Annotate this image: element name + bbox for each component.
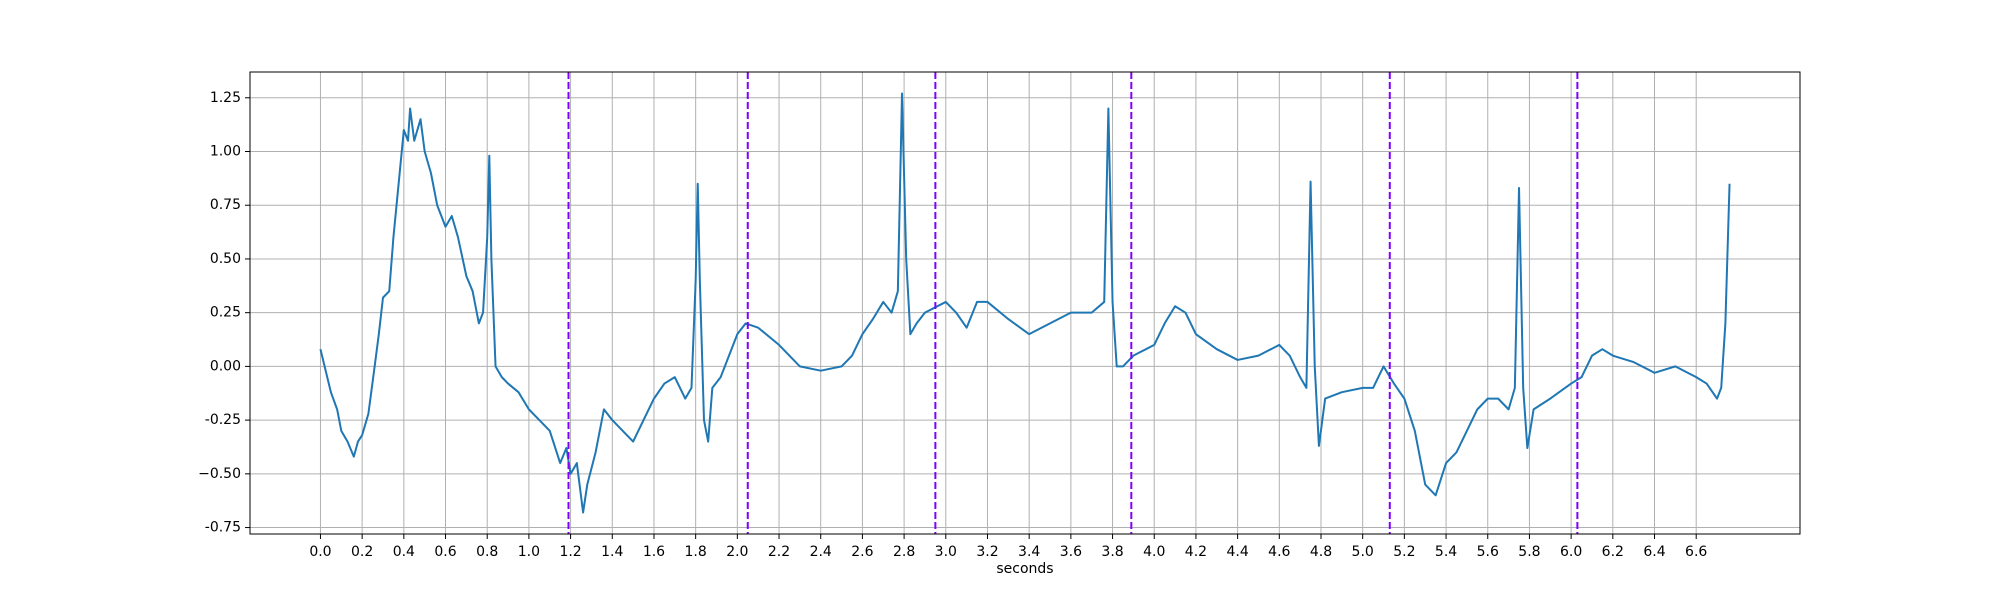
x-tick-label: 1.0	[518, 544, 540, 560]
x-tick-label: 4.4	[1226, 544, 1248, 560]
y-tick-label: 0.50	[210, 251, 241, 267]
y-tick-label: 1.25	[210, 90, 241, 106]
y-tick-label: −0.50	[198, 466, 241, 482]
x-tick-label: 3.8	[1101, 544, 1123, 560]
x-axis-label: seconds	[996, 561, 1053, 577]
y-tick-label: -0.75	[205, 520, 241, 536]
x-tick-label: 6.4	[1643, 544, 1665, 560]
plot-frame	[249, 71, 1801, 535]
x-tick-label: 1.4	[601, 544, 623, 560]
y-tick-label: -0.25	[205, 412, 241, 428]
x-tick-label: 3.0	[935, 544, 957, 560]
x-tick-label: 5.0	[1352, 544, 1374, 560]
x-tick-label: 4.2	[1185, 544, 1207, 560]
x-tick-label: 5.8	[1518, 544, 1540, 560]
x-tick-label: 6.6	[1685, 544, 1707, 560]
x-tick-label: 2.2	[768, 544, 790, 560]
y-tick-label: 0.75	[210, 197, 241, 213]
y-tick-label: 0.00	[210, 358, 241, 374]
x-tick-label: 4.0	[1143, 544, 1165, 560]
x-tick-label: 3.4	[1018, 544, 1040, 560]
x-tick-label: 0.2	[351, 544, 373, 560]
x-tick-label: 2.4	[810, 544, 832, 560]
x-tick-label: 1.6	[643, 544, 665, 560]
x-tick-label: 5.4	[1435, 544, 1457, 560]
x-tick-label: 5.6	[1477, 544, 1499, 560]
x-tick-label: 3.6	[1060, 544, 1082, 560]
x-tick-label: 0.4	[393, 544, 415, 560]
signal-line	[319, 92, 1731, 514]
x-tick-label: 0.8	[476, 544, 498, 560]
x-tick-label: 0.6	[434, 544, 456, 560]
x-tick-label: 1.8	[685, 544, 707, 560]
x-tick-label: 6.0	[1560, 544, 1582, 560]
x-tick-label: 2.8	[893, 544, 915, 560]
x-tick-label: 6.2	[1602, 544, 1624, 560]
x-tick-label: 2.6	[851, 544, 873, 560]
x-tick-label: 1.2	[559, 544, 581, 560]
x-tick-label: 4.6	[1268, 544, 1290, 560]
y-tick-label: 1.00	[210, 144, 241, 160]
x-tick-label: 3.2	[976, 544, 998, 560]
y-tick-label: 0.25	[210, 305, 241, 321]
x-tick-label: 5.2	[1393, 544, 1415, 560]
x-tick-label: 4.8	[1310, 544, 1332, 560]
x-tick-label: 2.0	[726, 544, 748, 560]
x-tick-label: 0.0	[309, 544, 331, 560]
